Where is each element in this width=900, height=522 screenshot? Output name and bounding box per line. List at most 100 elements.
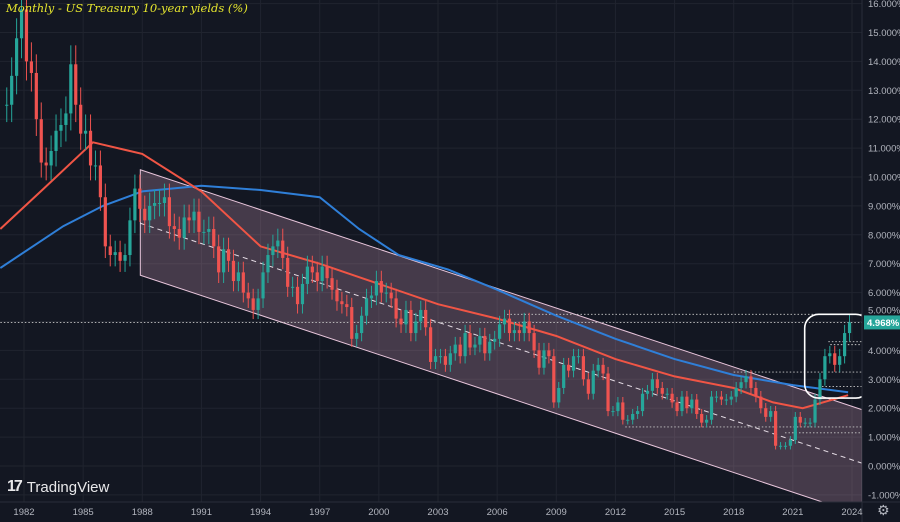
candle-body: [843, 333, 847, 357]
y-tick-label: 12.000%: [868, 115, 900, 126]
candle-body: [512, 330, 516, 334]
y-tick-label: 11.000%: [868, 144, 900, 155]
candle-body: [502, 318, 507, 325]
candle-body: [187, 217, 191, 221]
candle-body: [291, 286, 295, 288]
candle-body: [19, 9, 24, 39]
candle-body: [734, 387, 738, 397]
tradingview-logo: 17 TradingView: [7, 478, 109, 496]
x-tick-label: 1982: [13, 507, 34, 518]
y-tick-label: 3.000%: [868, 375, 900, 386]
tradingview-logo-icon: 17: [7, 478, 23, 495]
candle-body: [443, 356, 447, 365]
candle-body: [404, 309, 408, 325]
candle-body: [360, 315, 364, 334]
candle-body: [576, 356, 581, 358]
candle-body: [54, 130, 58, 151]
x-tick-label: 1997: [309, 507, 330, 518]
candle-body: [493, 338, 497, 342]
candle-body: [774, 411, 778, 446]
candle-body: [833, 353, 837, 365]
candle-body: [44, 162, 48, 166]
candle-body: [522, 321, 526, 334]
plot-area: [0, 0, 862, 502]
y-tick-label: 6.000%: [868, 288, 900, 299]
candle-body: [473, 344, 477, 348]
candle-body: [729, 396, 733, 400]
candle-body: [483, 335, 487, 354]
candle-body: [532, 333, 536, 351]
candle-body: [709, 396, 714, 420]
y-tick-label: 14.000%: [868, 57, 900, 68]
y-tick-label: 4.000%: [868, 346, 900, 357]
candle-body: [744, 376, 748, 383]
candle-body: [818, 379, 822, 400]
candle-body: [798, 416, 802, 423]
candle-body: [133, 188, 137, 221]
candle-body: [261, 272, 265, 299]
y-tick-label: 1.000%: [868, 433, 900, 444]
candle-body: [567, 364, 571, 371]
candle-body: [231, 260, 236, 282]
candle-body: [108, 246, 112, 256]
candle-body: [271, 246, 275, 256]
candle-body: [10, 75, 14, 105]
candle-body: [241, 272, 245, 293]
candle-body: [591, 370, 595, 394]
candle-body: [759, 396, 763, 409]
candle-body: [621, 402, 625, 420]
candle-body: [172, 226, 176, 230]
candle-body: [631, 413, 635, 420]
candle-body: [300, 283, 305, 305]
candle-body: [433, 356, 438, 362]
candle-body: [192, 211, 196, 221]
candle-body: [335, 289, 339, 302]
candle-body: [419, 309, 423, 322]
candle-body: [448, 353, 452, 365]
x-tick-label: 2015: [664, 507, 685, 518]
candle-body: [655, 379, 659, 388]
x-tick-label: 2024: [841, 507, 862, 518]
candle-body: [828, 353, 832, 357]
candle-body: [769, 411, 773, 417]
x-tick-label: 2006: [487, 507, 508, 518]
candle-body: [251, 298, 255, 310]
candle-body: [788, 439, 792, 446]
y-tick-label: 5.000%: [868, 305, 900, 316]
candle-body: [202, 231, 206, 233]
y-tick-label: -1.000%: [868, 490, 900, 501]
candle-body: [542, 350, 546, 368]
x-tick-label: 2003: [427, 507, 448, 518]
candle-body: [15, 38, 19, 76]
candle-body: [778, 445, 783, 447]
candle-body: [74, 64, 78, 105]
candle-body: [207, 229, 211, 232]
candle-body: [64, 113, 68, 125]
price-axis: [862, 0, 900, 522]
candle-body: [552, 356, 556, 403]
regression-channel: [139, 169, 862, 502]
y-tick-label: 8.000%: [868, 230, 900, 241]
candle-body: [369, 295, 374, 299]
candle-body: [685, 396, 689, 409]
candle-body: [754, 387, 758, 397]
candle-body: [148, 205, 152, 221]
candle-body: [281, 240, 285, 258]
candle-body: [660, 387, 664, 394]
gear-icon[interactable]: ⚙: [877, 503, 890, 519]
candle-body: [167, 197, 171, 227]
candle-body: [128, 220, 132, 256]
candle-body: [49, 150, 53, 166]
candle-body: [581, 356, 585, 380]
x-tick-label: 1991: [191, 507, 212, 518]
candle-body: [695, 399, 699, 414]
candle-body: [305, 266, 309, 284]
candle-body: [153, 203, 157, 206]
candle-body: [374, 281, 378, 296]
candle-body: [507, 318, 512, 334]
candle-body: [458, 344, 462, 357]
candle-body: [384, 292, 388, 294]
candle-body: [616, 402, 620, 412]
